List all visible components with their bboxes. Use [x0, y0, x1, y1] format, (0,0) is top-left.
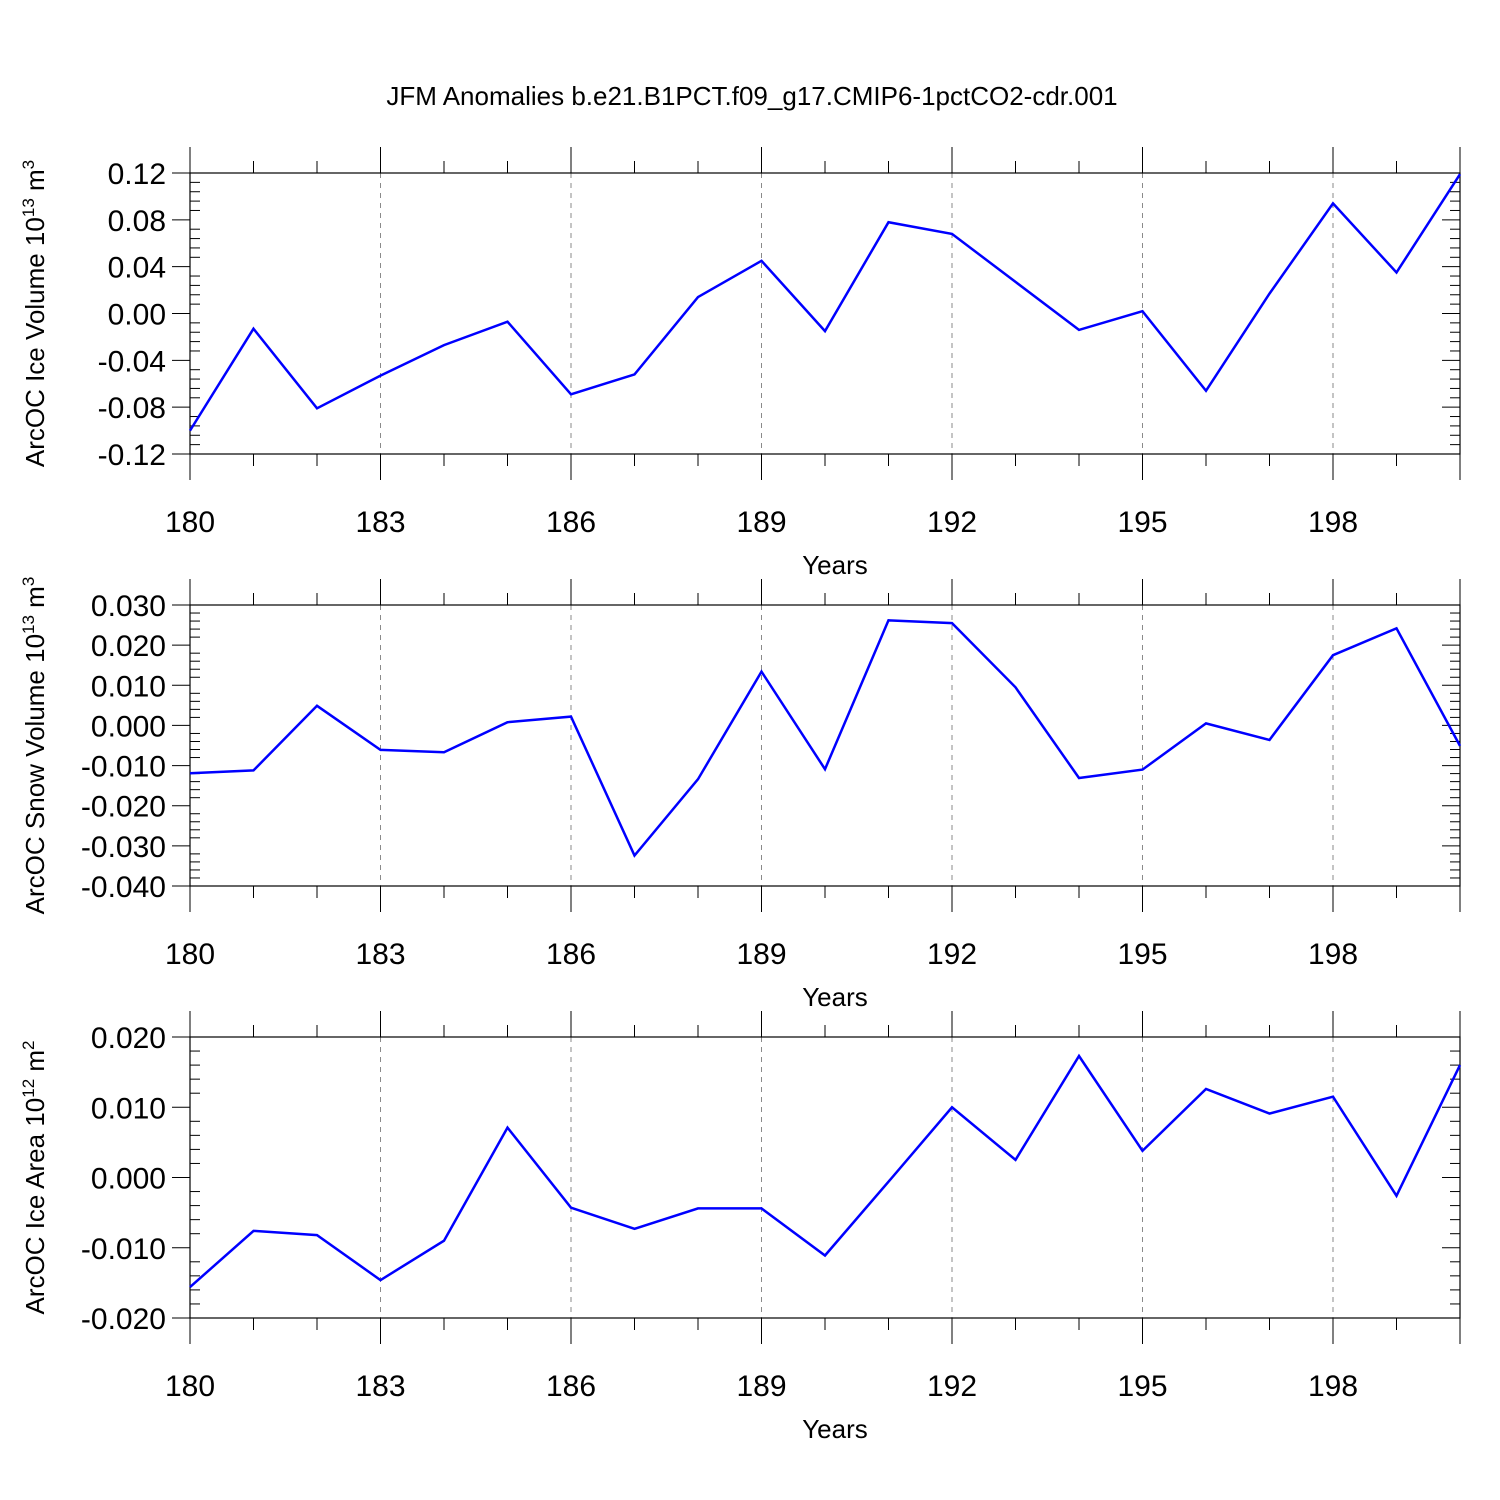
y-axis-label-text: ArcOC Snow Volume 10 [20, 634, 50, 914]
y-tick-label: 0.010 [91, 670, 166, 703]
y-axis-label-text: ArcOC Ice Area 10 [20, 1098, 50, 1315]
y-tick-label: -0.020 [81, 1303, 166, 1336]
y-axis-label-unit-exponent: 2 [19, 1040, 38, 1049]
y-axis-label-exponent: 13 [19, 615, 38, 634]
chart-panels: 180 183 186 189 192 195 198 Years -0.12 -0.08 -0.0… [19, 147, 1462, 1444]
y-axis-label: ArcOC Snow Volume 1013 m3 [19, 577, 50, 915]
y-tick-label: 0.04 [108, 252, 166, 285]
x-tick-label: 198 [1308, 1370, 1358, 1403]
x-tick-label: 186 [546, 938, 596, 971]
series-line-snow-volume [189, 619, 1462, 858]
x-axis-label: Years [802, 982, 868, 1012]
y-tick-label: -0.010 [81, 751, 166, 784]
x-tick-label: 189 [736, 506, 786, 539]
y-axis-label-text: ArcOC Ice Volume 10 [20, 217, 50, 467]
y-tick-label: -0.04 [98, 345, 166, 378]
y-axis-label-unit: m [20, 586, 50, 615]
y-tick-label: 0.12 [108, 158, 166, 191]
y-axis-label-exponent: 12 [19, 1079, 38, 1098]
x-tick-label: 198 [1308, 506, 1358, 539]
y-tick-label: -0.040 [81, 871, 166, 904]
x-tick-label: 198 [1308, 938, 1358, 971]
y-tick-label: 0.030 [91, 590, 166, 623]
y-tick-label: -0.020 [81, 791, 166, 824]
x-tick-label: 180 [165, 506, 215, 539]
x-tick-label: 183 [355, 938, 405, 971]
y-axis-label-unit: m [20, 1050, 50, 1079]
chart-title: JFM Anomalies b.e21.B1PCT.f09_g17.CMIP6-… [386, 81, 1117, 111]
y-tick-label: 0.000 [91, 1163, 166, 1196]
x-tick-label: 195 [1117, 938, 1167, 971]
x-tick-label: 180 [165, 1370, 215, 1403]
y-tick-label: 0.020 [91, 1022, 166, 1055]
x-tick-label: 195 [1117, 1370, 1167, 1403]
panel-2: 180 183 186 189 192 195 198 Years -0.040 -0.030 -0… [19, 577, 1462, 1012]
y-tick-label: 0.000 [91, 710, 166, 743]
x-axis-label: Years [802, 1414, 868, 1444]
y-tick-label: -0.010 [81, 1233, 166, 1266]
y-tick-label: 0.08 [108, 205, 166, 238]
x-tick-label: 195 [1117, 506, 1167, 539]
x-tick-label: 189 [736, 938, 786, 971]
x-tick-label: 192 [927, 506, 977, 539]
series-line-ice-volume [188, 173, 1462, 432]
x-tick-label: 183 [355, 1370, 405, 1403]
x-tick-label: 192 [927, 1370, 977, 1403]
x-tick-label: 180 [165, 938, 215, 971]
y-tick-label: 0.00 [108, 299, 166, 332]
y-axis-label: ArcOC Ice Area 1012 m2 [19, 1040, 50, 1314]
x-tick-label: 186 [546, 506, 596, 539]
y-tick-label: 0.020 [91, 630, 166, 663]
y-axis-label-exponent: 13 [19, 198, 38, 217]
x-tick-label: 189 [736, 1370, 786, 1403]
y-axis-label-unit-exponent: 3 [19, 160, 38, 169]
panel-1: 180 183 186 189 192 195 198 Years -0.12 -0.08 -0.0… [19, 147, 1462, 580]
y-tick-label: 0.010 [91, 1092, 166, 1125]
y-tick-label: -0.12 [98, 439, 166, 472]
x-tick-label: 192 [927, 938, 977, 971]
x-tick-label: 186 [546, 1370, 596, 1403]
y-tick-label: -0.08 [98, 392, 166, 425]
y-axis-label-unit: m [20, 169, 50, 198]
y-axis-label: ArcOC Ice Volume 1013 m3 [19, 160, 50, 467]
y-tick-label: -0.030 [81, 831, 166, 864]
panel-3: 180 183 186 189 192 195 198 Years -0.020 -0.010 0.… [19, 1011, 1462, 1444]
series-line-ice-area [189, 1053, 1462, 1289]
x-axis-label: Years [802, 550, 868, 580]
y-axis-label-unit-exponent: 3 [19, 577, 38, 586]
x-tick-label: 183 [355, 506, 405, 539]
